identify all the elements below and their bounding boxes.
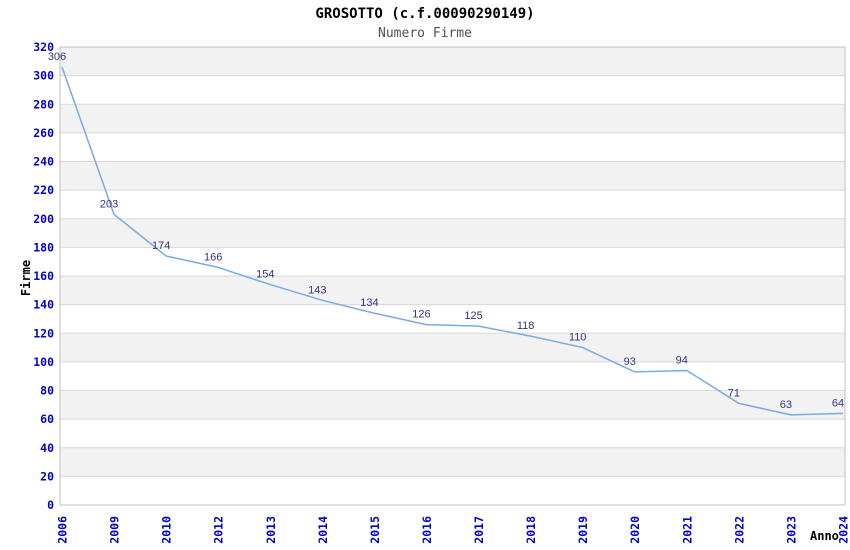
x-tick-label: 2012 — [212, 516, 226, 544]
data-point-label: 63 — [780, 399, 792, 411]
gridlines-layer — [60, 75, 845, 477]
grid-band — [60, 190, 845, 219]
data-point-label: 143 — [308, 284, 326, 296]
x-tick-label: 2020 — [628, 516, 642, 544]
y-tick-label: 180 — [33, 240, 54, 254]
x-tick-label: 2022 — [732, 516, 746, 544]
grid-band — [60, 333, 845, 362]
y-tick-label: 320 — [33, 40, 54, 54]
x-tick-label: 2013 — [264, 516, 278, 544]
grid-band — [60, 247, 845, 276]
x-tick-label: 2023 — [784, 516, 798, 544]
grid-band — [60, 419, 845, 448]
y-tick-label: 100 — [33, 355, 54, 369]
y-tick-label: 260 — [33, 126, 54, 140]
data-point-label: 118 — [517, 320, 535, 332]
data-point-label: 174 — [152, 240, 170, 252]
y-axis-title: Firme — [19, 260, 33, 296]
data-point-label: 94 — [676, 354, 688, 366]
x-tick-label: 2006 — [56, 516, 70, 544]
grid-band — [60, 75, 845, 105]
y-tick-label: 0 — [47, 498, 54, 512]
x-tick-label: 2009 — [108, 516, 122, 544]
data-point-label: 71 — [728, 387, 740, 399]
x-tick-label: 2016 — [420, 516, 434, 544]
y-tick-label: 160 — [33, 269, 54, 283]
y-tick-label: 200 — [33, 212, 54, 226]
series-layer — [61, 66, 844, 416]
grid-band — [60, 161, 845, 191]
x-tick-label: 2017 — [472, 516, 486, 544]
data-point-label: 166 — [204, 251, 222, 263]
grid-band — [60, 218, 845, 248]
grid-band — [60, 132, 845, 162]
y-tick-label: 120 — [33, 326, 54, 340]
data-point-label: 110 — [569, 332, 587, 344]
data-point-label: 93 — [624, 356, 636, 368]
y-tick-label: 280 — [33, 97, 54, 111]
x-tick-label: 2019 — [576, 516, 590, 544]
x-tick-label: 2014 — [316, 516, 330, 544]
x-tick-label: 2021 — [680, 516, 694, 544]
grid-bands-layer — [60, 47, 845, 505]
data-point-label: 125 — [464, 310, 482, 322]
data-labels-layer: 306 203 174 166 154 143 134 126 125 118 110 93 94 71 6… — [48, 51, 844, 411]
y-tick-label: 60 — [40, 412, 54, 426]
x-axis-title: Anno — [810, 529, 839, 543]
grid-band — [60, 104, 845, 133]
plot-border — [59, 46, 846, 506]
y-tick-label: 300 — [33, 69, 54, 83]
data-point-label: 134 — [360, 297, 378, 309]
y-tick-label: 140 — [33, 298, 54, 312]
x-tick-label: 2018 — [524, 516, 538, 544]
grid-band — [60, 361, 845, 391]
x-axis-tick-labels: 2006 2009 2010 2012 2013 2014 2015 2016 2017 2018… — [56, 516, 850, 544]
y-tick-label: 220 — [33, 183, 54, 197]
data-point-label: 64 — [832, 397, 844, 409]
y-tick-label: 240 — [33, 155, 54, 169]
grid-band — [60, 276, 845, 305]
grid-band — [60, 390, 845, 420]
data-point-label: 306 — [48, 51, 66, 63]
data-point-label: 126 — [412, 309, 430, 321]
x-tick-label: 2015 — [368, 516, 382, 544]
y-axis-tick-labels: 0 20 40 60 80 100 120 140 160 180 200 220 240 260 280 3… — [33, 40, 54, 512]
chart-subtitle: Numero Firme — [378, 26, 472, 41]
grid-band — [60, 476, 845, 505]
x-tick-label: 2024 — [837, 516, 850, 544]
x-tick-label: 2010 — [160, 516, 174, 544]
y-tick-label: 80 — [40, 384, 54, 398]
data-point-label: 154 — [256, 269, 274, 281]
y-tick-label: 20 — [40, 469, 54, 483]
grid-band — [60, 304, 845, 334]
grid-band — [60, 47, 845, 76]
grid-band — [60, 447, 845, 477]
data-point-label: 203 — [100, 198, 118, 210]
y-tick-label: 40 — [40, 441, 54, 455]
chart-title: GROSOTTO (c.f.00090290149) — [315, 6, 535, 22]
series-line — [61, 66, 844, 416]
